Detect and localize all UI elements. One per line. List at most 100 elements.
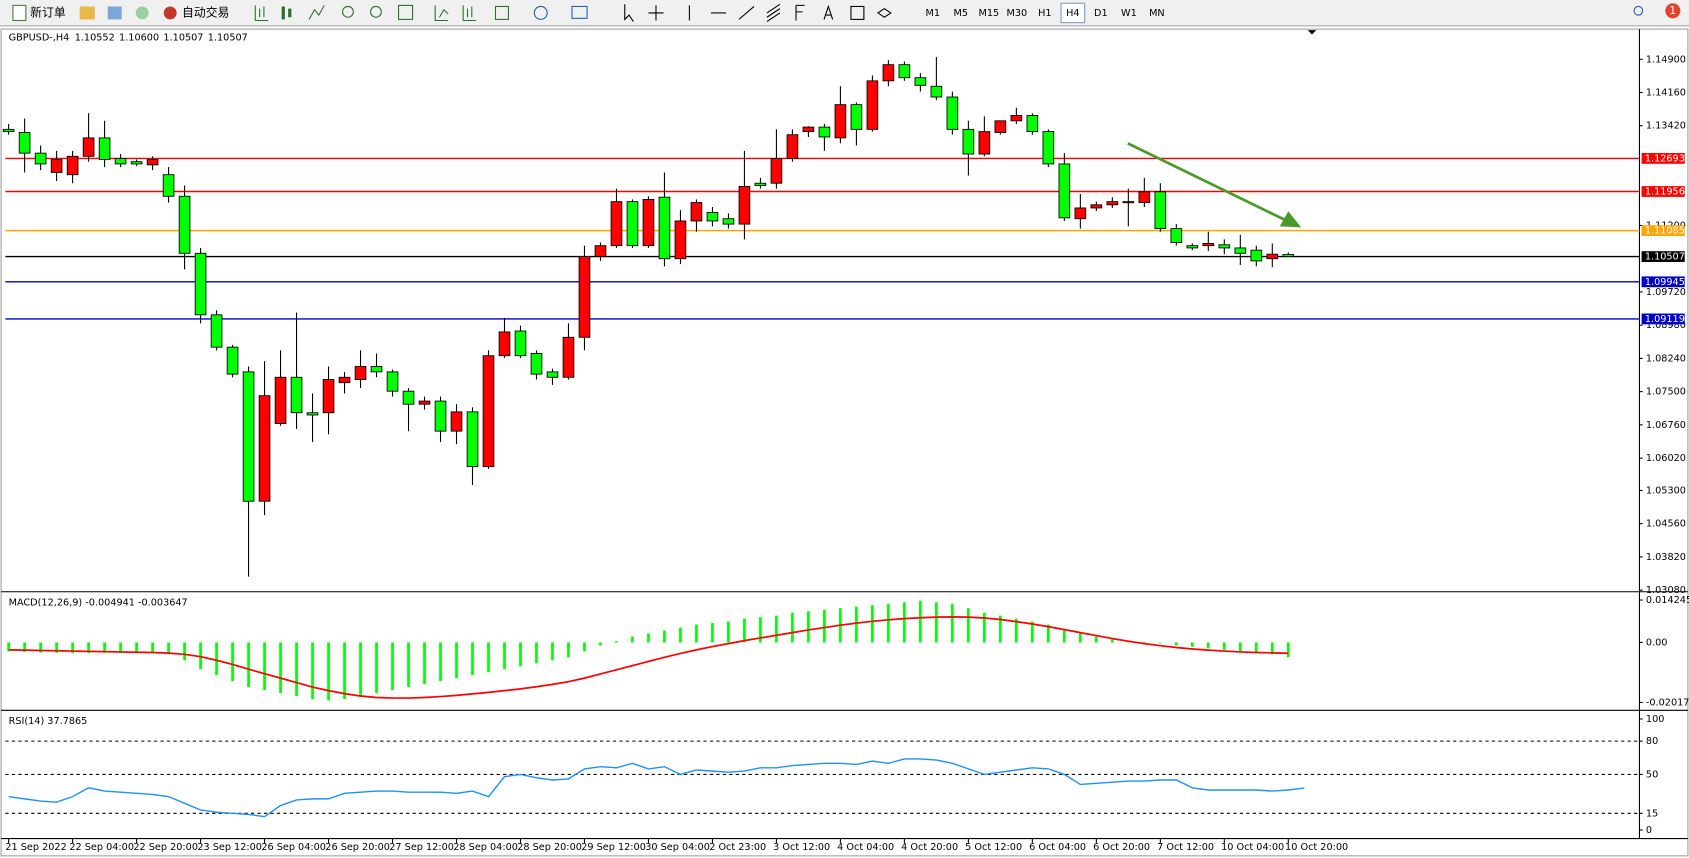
icon[interactable] xyxy=(766,3,781,23)
y-tick-label: 1.09720 xyxy=(1646,287,1686,298)
candle-body xyxy=(450,411,463,432)
candle-body xyxy=(66,155,79,176)
candle-body xyxy=(18,132,31,154)
candle-body xyxy=(546,371,559,378)
icon[interactable] xyxy=(795,4,805,21)
candle-body xyxy=(610,201,623,247)
header-value: 1.10507 xyxy=(208,33,248,44)
candle-body xyxy=(146,159,159,166)
candle-body xyxy=(530,353,543,375)
icon[interactable] xyxy=(434,5,449,22)
toolbar xyxy=(0,0,1689,26)
icon[interactable] xyxy=(79,6,95,20)
candle-body xyxy=(1266,253,1279,260)
icon[interactable] xyxy=(254,5,269,22)
candle-body xyxy=(994,120,1007,133)
x-tick-label: 10 Oct 20:00 xyxy=(1285,842,1348,853)
candle-body xyxy=(930,85,943,98)
timeframe-button[interactable]: M15 xyxy=(979,8,1000,19)
icon[interactable] xyxy=(850,5,865,20)
candle-body xyxy=(386,371,399,392)
x-tick-label: 21 Sep 2022 xyxy=(5,842,66,853)
icon[interactable] xyxy=(624,4,634,22)
icon[interactable] xyxy=(823,4,834,20)
trend-arrow xyxy=(1127,142,1288,223)
y-tick-label: 0.00 xyxy=(1646,637,1668,648)
timeframe-button[interactable]: W1 xyxy=(1121,8,1137,19)
icon[interactable] xyxy=(738,6,755,20)
candle-body xyxy=(258,395,271,502)
icon[interactable] xyxy=(571,5,588,19)
candle-body xyxy=(1202,242,1215,247)
candle-body xyxy=(818,126,831,138)
price-label-box xyxy=(1641,186,1685,197)
price-label: 1.09119 xyxy=(1645,314,1685,325)
candle-body xyxy=(562,336,575,378)
price-label: 1.10507 xyxy=(1645,252,1685,263)
candle-body xyxy=(1218,244,1231,249)
candle-body xyxy=(2,128,15,133)
x-tick-label: 29 Sep 12:00 xyxy=(581,842,646,853)
candle-body xyxy=(434,400,447,432)
candle-body xyxy=(98,137,111,160)
candle-body xyxy=(834,104,847,139)
icon[interactable] xyxy=(876,7,892,18)
y-tick-label: 1.14900 xyxy=(1646,54,1686,65)
y-tick-label: 1.03080 xyxy=(1646,585,1686,596)
candle-body xyxy=(354,366,367,380)
icon[interactable] xyxy=(281,6,292,20)
candle-body xyxy=(578,256,591,338)
candle-body xyxy=(626,201,639,247)
timeframe-button[interactable]: H1 xyxy=(1038,8,1051,19)
symbol: GBPUSD-,H4 xyxy=(9,33,70,44)
new-order-button[interactable]: 新订单 xyxy=(12,4,66,22)
y-tick-label: 100 xyxy=(1646,714,1664,725)
candle-body xyxy=(210,314,223,348)
y-tick-label: 50 xyxy=(1646,769,1658,780)
rsi-line xyxy=(8,758,1305,818)
notification-badge[interactable] xyxy=(1665,3,1681,19)
icon[interactable] xyxy=(494,5,509,20)
icon[interactable] xyxy=(462,5,477,22)
icon[interactable] xyxy=(308,5,325,20)
candle-body xyxy=(274,376,287,424)
icon[interactable] xyxy=(533,5,548,20)
price-label-box xyxy=(1641,225,1685,237)
chart-header: GBPUSD-,H4 1.10552 1.10600 1.10507 1.10507 xyxy=(9,33,248,44)
candle-body xyxy=(322,379,335,414)
search-icon[interactable] xyxy=(1633,5,1644,16)
x-tick-label: 28 Sep 20:00 xyxy=(517,842,582,853)
candle-body xyxy=(466,411,479,468)
y-tick-label: 1.08980 xyxy=(1646,320,1686,331)
icon[interactable] xyxy=(107,6,122,20)
candle-body xyxy=(690,202,703,222)
x-tick-label: 30 Sep 04:00 xyxy=(645,842,710,853)
icon[interactable] xyxy=(135,6,149,20)
candle-body xyxy=(1042,131,1055,165)
icon[interactable] xyxy=(648,5,664,21)
candle-body xyxy=(594,245,607,257)
candle-body xyxy=(402,390,415,405)
candle-body xyxy=(34,152,47,165)
x-tick-label: 6 Oct 20:00 xyxy=(1093,842,1150,853)
x-tick-label: 28 Sep 04:00 xyxy=(453,842,518,853)
candle-body xyxy=(1186,245,1199,249)
timeframe-button[interactable]: H4 xyxy=(1066,8,1079,19)
x-tick-label: 23 Sep 12:00 xyxy=(197,842,262,853)
timeframe-button[interactable]: M30 xyxy=(1007,8,1028,19)
icon[interactable] xyxy=(370,5,382,18)
y-tick-label: 1.05300 xyxy=(1646,485,1686,496)
candle-body xyxy=(706,212,719,222)
icon[interactable] xyxy=(342,5,354,18)
timeframe-button[interactable]: M1 xyxy=(926,8,941,19)
candle-body xyxy=(962,128,975,155)
icon[interactable] xyxy=(398,4,414,20)
price-label-box xyxy=(1641,153,1685,164)
timeframe-button[interactable]: D1 xyxy=(1094,8,1108,19)
timeframe-button[interactable]: M5 xyxy=(954,8,969,19)
auto-trading-button[interactable]: 自动交易 xyxy=(163,5,230,19)
timeframe-button[interactable]: MN xyxy=(1149,8,1165,19)
active-timeframe xyxy=(1060,2,1086,24)
candle-body xyxy=(978,131,991,155)
